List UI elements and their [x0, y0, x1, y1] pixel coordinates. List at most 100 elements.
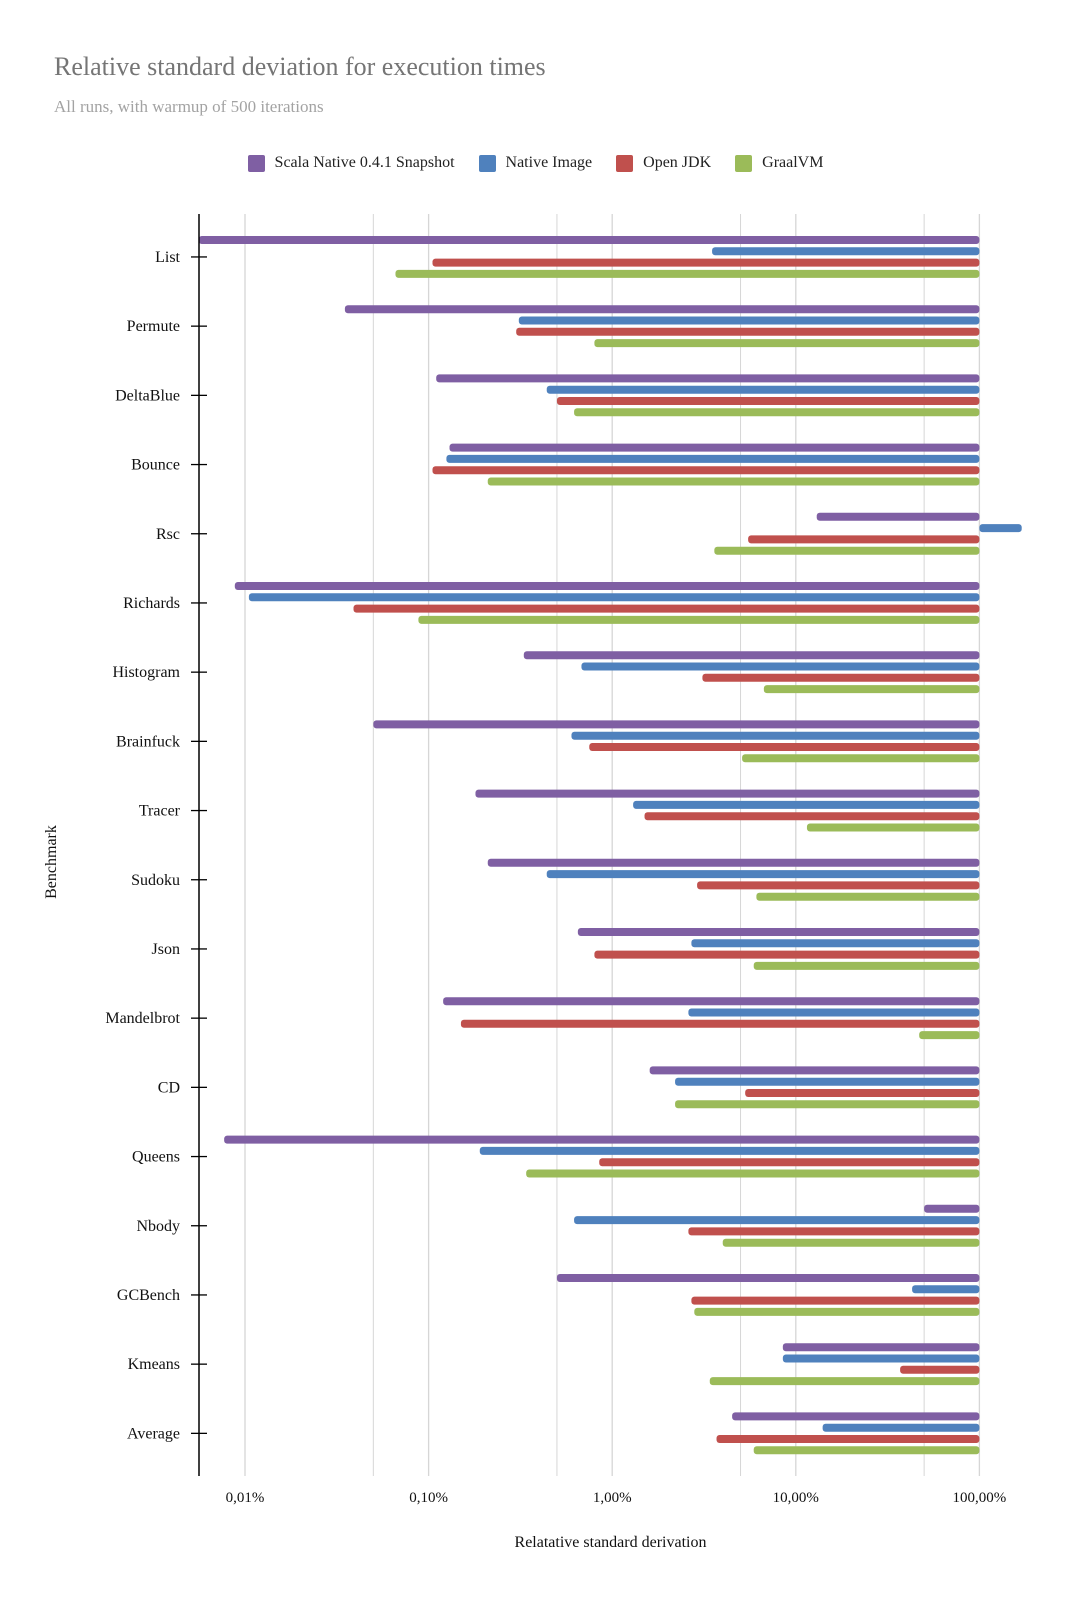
y-tick-label: Mandelbrot — [105, 1010, 180, 1027]
bar — [712, 247, 980, 256]
bar — [577, 928, 980, 936]
bar — [449, 443, 980, 452]
legend-label: GraalVM — [762, 154, 824, 171]
bar — [487, 858, 980, 867]
bar — [748, 535, 980, 544]
bar — [675, 1077, 980, 1086]
bar — [912, 1285, 980, 1294]
bar — [702, 673, 980, 682]
bar — [691, 939, 980, 948]
legend-label: Open JDK — [643, 154, 712, 171]
bar — [353, 604, 980, 613]
legend-swatch — [247, 154, 265, 172]
bar — [688, 1227, 980, 1236]
x-tick-label: 100,00% — [953, 1490, 1007, 1506]
bar — [418, 615, 980, 624]
bar — [487, 477, 980, 486]
legend-swatch — [478, 154, 496, 172]
bar — [694, 1307, 980, 1316]
bar — [581, 662, 980, 671]
bar — [816, 512, 980, 521]
legend-item-native-image[interactable]: Native Image — [478, 154, 592, 172]
bar — [599, 1158, 980, 1167]
bar — [432, 258, 980, 267]
bar — [782, 1343, 980, 1352]
legend-item-open-jdk[interactable]: Open JDK — [616, 154, 711, 172]
bar — [633, 800, 980, 809]
bar — [782, 1354, 980, 1363]
bar — [198, 236, 980, 244]
bar — [460, 1019, 980, 1028]
bar — [979, 524, 1022, 533]
bar — [756, 892, 980, 901]
bar — [745, 1089, 980, 1097]
bar — [518, 316, 980, 325]
bar — [224, 1135, 980, 1144]
bar — [248, 593, 980, 602]
bar — [446, 454, 980, 463]
y-tick-label: Richards — [123, 595, 180, 612]
bar — [523, 651, 980, 660]
bar — [691, 1296, 980, 1305]
chart-subtitle: All runs, with warmup of 500 iterations — [54, 97, 324, 116]
bar — [714, 546, 980, 555]
y-tick-label: Average — [127, 1425, 180, 1442]
chart-title: Relative standard deviation for executio… — [54, 52, 546, 81]
bar — [732, 1412, 980, 1421]
bar — [516, 327, 980, 336]
bar — [432, 466, 980, 475]
bar — [644, 812, 980, 821]
legend-swatch — [735, 154, 753, 172]
bar — [526, 1169, 980, 1178]
bar — [234, 582, 980, 590]
bar — [556, 1274, 980, 1282]
y-tick-label: CD — [158, 1079, 180, 1096]
bar — [574, 1216, 980, 1225]
x-tick-label: 10,00% — [773, 1490, 819, 1506]
legend-swatch — [616, 154, 634, 172]
bar — [479, 1146, 980, 1155]
bar — [675, 1100, 980, 1109]
y-tick-label: Sudoku — [131, 872, 180, 889]
y-tick-label: Histogram — [112, 664, 180, 681]
bar — [688, 1008, 980, 1017]
bar — [742, 754, 980, 763]
legend: Scala Native 0.4.1 Snapshot Native Image… — [0, 154, 1071, 172]
legend-label: Scala Native 0.4.1 Snapshot — [274, 154, 455, 171]
bar — [589, 743, 980, 751]
legend-item-graalvm[interactable]: GraalVM — [735, 154, 823, 172]
y-tick-label: Kmeans — [128, 1356, 180, 1373]
x-tick-label: 0,01% — [226, 1490, 265, 1506]
y-axis-title: Benchmark — [43, 825, 60, 899]
y-tick-label: Bounce — [131, 457, 180, 474]
bar — [649, 1066, 980, 1075]
y-tick-label: GCBench — [117, 1287, 180, 1304]
y-tick-label: List — [155, 249, 180, 266]
bar — [919, 1031, 980, 1040]
y-tick-label: Nbody — [136, 1218, 180, 1235]
y-tick-label: Permute — [127, 318, 180, 335]
x-tick-label: 1,00% — [593, 1490, 632, 1506]
bar — [709, 1377, 980, 1386]
legend-item-scala-native[interactable]: Scala Native 0.4.1 Snapshot — [247, 154, 455, 172]
bar — [571, 731, 980, 740]
bar — [697, 881, 980, 890]
y-tick-label: DeltaBlue — [115, 387, 180, 404]
bar — [716, 1435, 980, 1443]
bar — [344, 305, 980, 314]
bar — [546, 385, 980, 394]
bar — [900, 1365, 980, 1374]
bar — [822, 1423, 980, 1432]
bar — [373, 720, 980, 729]
bar — [594, 950, 980, 959]
bar — [722, 1238, 980, 1247]
bar — [763, 685, 980, 694]
bar — [806, 823, 980, 832]
bar — [443, 997, 980, 1006]
bar — [546, 870, 980, 879]
y-tick-label: Rsc — [156, 526, 180, 543]
y-tick-label: Queens — [132, 1149, 180, 1166]
x-axis-title: Relatative standard derivation — [514, 1534, 707, 1551]
y-tick-label: Brainfuck — [116, 733, 180, 750]
